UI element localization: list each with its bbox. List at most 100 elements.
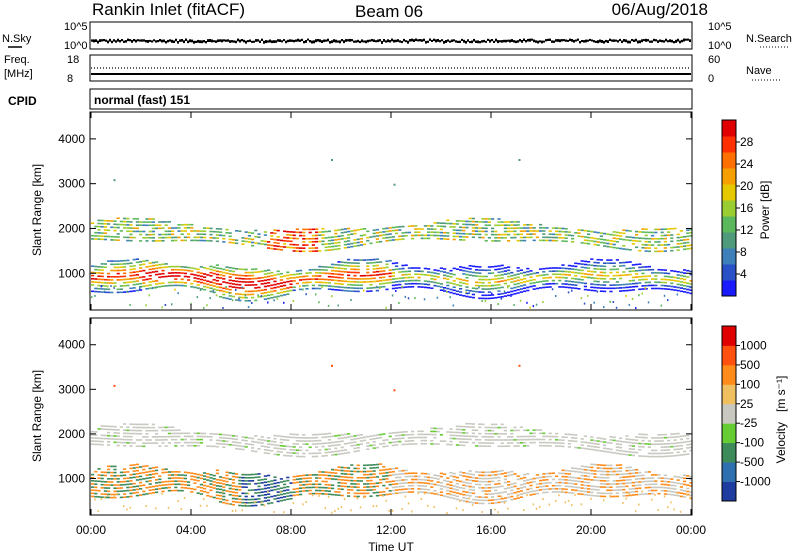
range-gate-cell <box>590 498 592 500</box>
range-gate-cell <box>632 485 635 487</box>
range-gate-cell <box>334 444 337 446</box>
range-gate-cell <box>542 483 545 485</box>
range-gate-cell <box>299 481 302 483</box>
range-gate-cell <box>117 217 120 219</box>
range-gate-cell <box>491 478 494 480</box>
range-gate-cell <box>101 235 104 237</box>
range-gate-cell <box>469 290 472 292</box>
range-gate-cell <box>158 436 161 438</box>
range-gate-cell <box>513 445 516 447</box>
noise-sample <box>427 41 429 43</box>
range-gate-cell <box>129 304 131 306</box>
range-gate-cell <box>398 287 401 289</box>
noise-sample <box>243 40 245 43</box>
range-gate-cell <box>526 224 529 226</box>
range-gate-cell <box>523 436 526 438</box>
range-gate-cell <box>632 445 635 447</box>
range-gate-cell <box>264 289 267 291</box>
range-gate-cell <box>542 227 545 229</box>
beam-title: Beam 06 <box>355 2 423 21</box>
range-gate-cell <box>200 484 203 486</box>
range-gate-cell <box>657 288 660 290</box>
range-gate-cell <box>561 237 564 239</box>
range-gate-cell <box>683 245 686 247</box>
range-gate-cell <box>366 291 369 293</box>
range-gate-cell <box>206 473 209 475</box>
range-gate-cell <box>555 442 558 444</box>
range-gate-cell <box>401 265 404 267</box>
range-gate-cell <box>587 274 590 276</box>
range-gate-cell <box>606 465 609 467</box>
range-gate-cell <box>392 288 395 290</box>
range-gate-cell <box>462 295 465 297</box>
range-gate-cell <box>417 274 420 276</box>
range-gate-cell <box>616 483 619 485</box>
range-gate-cell <box>574 468 577 470</box>
range-gate-cell <box>142 276 145 278</box>
range-gate-cell <box>574 272 577 274</box>
range-gate-cell <box>123 237 126 239</box>
range-gate-cell <box>133 275 136 277</box>
range-gate-cell <box>385 240 388 242</box>
range-gate-cell <box>277 236 280 238</box>
range-gate-cell <box>325 481 328 483</box>
range-gate-cell <box>193 439 196 441</box>
range-gate-cell <box>414 482 417 484</box>
range-gate-cell <box>245 275 248 277</box>
range-gate-cell <box>654 241 657 243</box>
range-gate-cell <box>488 282 491 284</box>
range-gate-cell <box>389 433 392 435</box>
range-gate-cell <box>117 239 120 241</box>
range-gate-cell <box>641 478 644 480</box>
range-gate-cell <box>200 237 203 239</box>
range-gate-cell <box>622 441 625 443</box>
range-gate-cell <box>107 230 110 232</box>
noise-sample <box>341 39 343 41</box>
range-gate-cell <box>321 437 324 439</box>
range-gate-cell <box>475 445 478 447</box>
range-gate-cell <box>520 288 523 290</box>
range-gate-cell <box>264 488 267 490</box>
range-gate-cell <box>638 449 641 451</box>
range-gate-cell <box>501 427 504 429</box>
range-gate-cell <box>411 491 414 493</box>
noise-sample <box>369 40 371 42</box>
range-gate-cell <box>478 478 481 480</box>
range-gate-cell <box>280 279 283 281</box>
noise-sample <box>499 40 501 42</box>
range-gate-cell <box>411 225 414 227</box>
range-gate-cell <box>385 228 388 230</box>
range-gate-cell <box>325 279 328 281</box>
range-gate-cell <box>645 443 648 445</box>
range-gate-cell <box>673 491 676 493</box>
range-gate-cell <box>533 273 536 275</box>
noise-sample <box>161 40 163 43</box>
range-gate-cell <box>267 247 270 249</box>
range-gate-cell <box>94 278 97 280</box>
range-gate-cell <box>168 442 171 444</box>
range-gate-cell <box>277 435 280 437</box>
range-gate-cell <box>497 436 500 438</box>
noise-sample <box>475 41 477 44</box>
range-gate-cell <box>635 247 638 249</box>
range-gate-cell <box>507 279 510 281</box>
range-gate-cell <box>257 479 260 481</box>
range-gate-cell <box>584 243 587 245</box>
range-gate-cell <box>677 277 680 279</box>
range-gate-cell <box>328 448 331 450</box>
range-gate-cell <box>264 244 267 246</box>
range-gate-cell <box>670 478 673 480</box>
range-gate-cell <box>577 263 580 265</box>
range-gate-cell <box>235 239 238 241</box>
range-gate-cell <box>94 480 97 482</box>
range-gate-cell <box>382 475 385 477</box>
range-gate-cell <box>504 280 507 282</box>
range-gate-cell <box>101 496 104 498</box>
range-gate-cell <box>286 486 289 488</box>
range-gate-cell <box>683 282 686 284</box>
range-gate-cell <box>475 275 478 277</box>
noise-sample <box>221 39 223 42</box>
range-gate-cell <box>651 272 654 274</box>
range-gate-cell <box>283 291 286 293</box>
range-gate-cell <box>136 467 139 469</box>
